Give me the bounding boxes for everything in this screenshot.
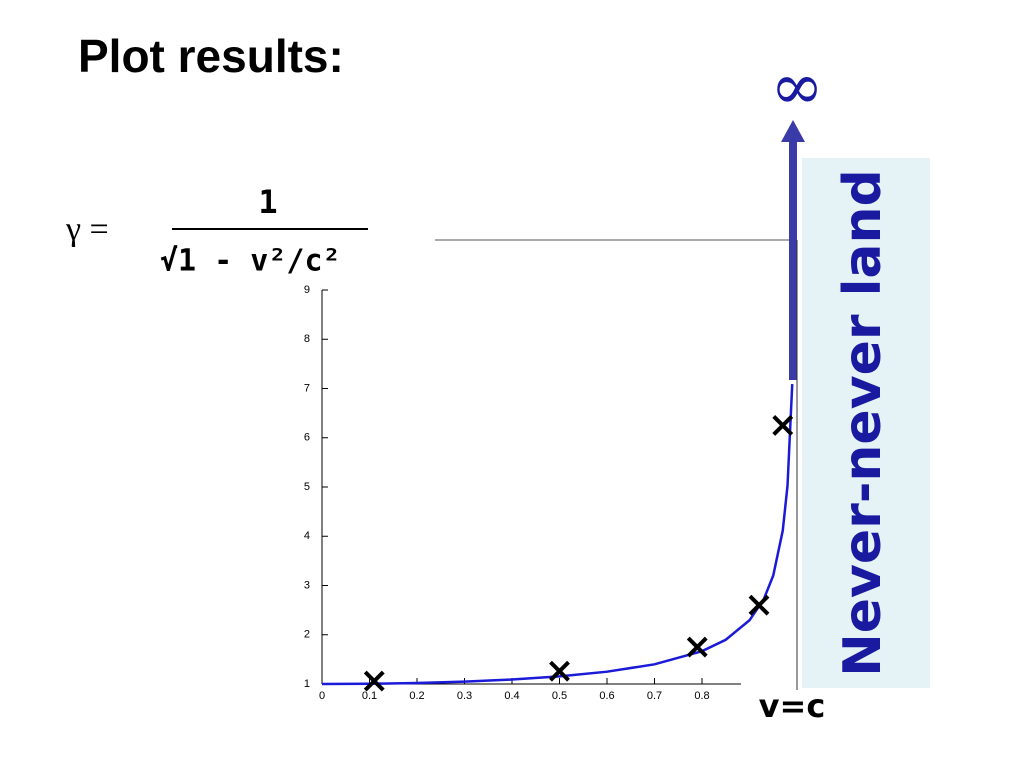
x-tick-label: 0.4 <box>504 690 519 702</box>
x-tick-label: 0 <box>319 690 325 702</box>
point-stroke <box>686 636 708 658</box>
y-tick-label: 5 <box>304 481 310 493</box>
point-stroke <box>748 594 770 616</box>
y-tick-label: 4 <box>304 530 310 542</box>
point-stroke <box>549 660 570 682</box>
region-box <box>802 158 930 688</box>
y-tick-label: 9 <box>304 284 310 296</box>
y-tick-label: 3 <box>304 579 310 591</box>
y-tick-label: 7 <box>304 382 310 394</box>
y-tick-label: 1 <box>304 678 310 690</box>
x-tick-label: 0.1 <box>362 690 377 702</box>
formula-denominator: √1 - v²/c² <box>160 244 341 279</box>
point <box>748 594 770 616</box>
limit-label: v=c <box>759 687 826 725</box>
formula-numerator: 1 <box>258 183 277 221</box>
x-tick-label: 0.8 <box>694 690 709 702</box>
point-stroke <box>772 415 794 436</box>
x-tick-label: 0.2 <box>409 690 424 702</box>
point-stroke <box>363 670 385 692</box>
plot: 1 2 3 4 5 6 7 8 9 0 0.1 0.2 0.3 0.4 0.5 0.6 0.7 0.8 <box>304 284 794 702</box>
y-tick-label: 6 <box>304 432 310 444</box>
formula-lhs: γ = <box>65 211 109 248</box>
arrow-head <box>781 120 805 142</box>
slide-title: Plot results: <box>78 30 344 82</box>
x-tick-label: 0.6 <box>599 690 614 702</box>
point <box>772 415 794 436</box>
x-tick-label: 0.7 <box>647 690 662 702</box>
x-tick-label: 0.5 <box>552 690 567 702</box>
point <box>363 670 385 692</box>
infinity-label: ∞ <box>770 51 823 125</box>
point <box>549 660 570 682</box>
region-label: Never-never land <box>833 169 893 677</box>
line <box>321 384 794 686</box>
y-tick-label: 2 <box>304 629 310 641</box>
x-tick-label: 0.3 <box>457 690 472 702</box>
y-tick-label: 8 <box>304 333 310 345</box>
point <box>686 636 708 658</box>
